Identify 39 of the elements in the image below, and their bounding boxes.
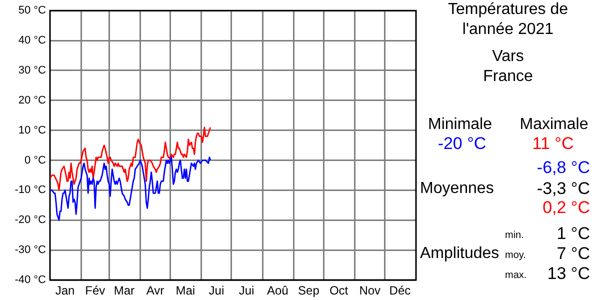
x-tick-label: Déc [389, 284, 411, 298]
text: 0,2 °C [542, 198, 590, 218]
text: 7 °C [556, 244, 590, 264]
y-tick-label: 0 °C [24, 154, 46, 166]
y-tick-label: -20 °C [14, 214, 46, 226]
text: 11 °C [532, 134, 574, 154]
y-tick-label: 50 °C [18, 4, 46, 17]
text: min. [505, 230, 524, 242]
text: Minimale [428, 115, 492, 135]
text: moy. [505, 250, 526, 262]
text: 1 °C [556, 224, 590, 244]
x-tick-label: Aoû [266, 284, 288, 298]
x-tick-label: Avr [146, 284, 164, 298]
x-tick-label: Fév [85, 284, 106, 298]
x-tick-label: Jan [55, 284, 75, 298]
text: -6,8 °C [536, 158, 590, 178]
text: Températures de l'année 2021 [448, 1, 568, 38]
y-tick-label: -10 °C [14, 184, 46, 196]
x-tick-label: Oct [329, 284, 349, 298]
y-tick-label: -30 °C [14, 244, 46, 256]
text: Vars France [483, 48, 533, 85]
text: 13 °C [547, 264, 590, 284]
text: -3,3 °C [536, 178, 590, 200]
y-tick-label: -40 °C [14, 274, 46, 286]
text: Amplitudes [420, 244, 500, 264]
y-tick-label: 40 °C [18, 34, 46, 47]
text: max. [505, 270, 527, 282]
x-tick-label: Sep [298, 284, 320, 298]
x-tick-label: Jui [208, 284, 224, 298]
y-tick-label: 10 °C [18, 124, 46, 136]
x-tick-label: Mar [114, 284, 135, 298]
y-tick-label: 30 °C [18, 64, 46, 76]
text: Maximale [520, 115, 588, 135]
x-tick-label: Jui [238, 284, 254, 298]
x-tick-label: Nov [359, 284, 381, 298]
y-tick-label: 20 °C [18, 94, 46, 106]
x-tick-label: Mai [176, 284, 196, 298]
text: Moyennes [420, 179, 494, 199]
text: -20 °C [438, 134, 486, 154]
